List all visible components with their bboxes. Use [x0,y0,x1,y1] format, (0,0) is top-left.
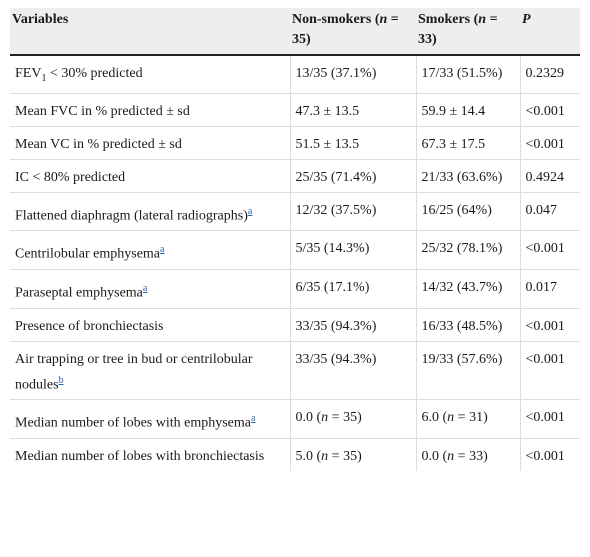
table-row: IC < 80% predicted 25/35 (71.4%) 21/33 (… [10,159,580,193]
table-row: Presence of bronchiectasis 33/35 (94.3%)… [10,308,580,342]
variable-cell: Presence of bronchiectasis [10,308,291,342]
table-row: FEV1 < 30% predicted 13/35 (37.1%) 17/33… [10,55,580,94]
smokers-value: 6.0 ( [421,410,448,426]
smokers-cell: 25/32 (78.1%) [416,230,521,271]
comparison-table: Variables Non-smokers (n = 35) Smokers (… [10,8,580,472]
p-value-cell: 0.2329 [520,55,580,94]
p-value-cell: 0.4924 [520,159,580,193]
table-header-row: Variables Non-smokers (n = 35) Smokers (… [10,8,580,56]
comparison-table-container: Variables Non-smokers (n = 35) Smokers (… [10,8,580,472]
footnote-link[interactable]: b [58,374,64,386]
variable-cell: Mean FVC in % predicted ± sd [10,93,291,127]
nonsmokers-n: n [321,410,329,426]
p-value-cell: <0.001 [520,230,580,271]
variable-cell: Mean VC in % predicted ± sd [10,126,291,160]
variable-cell: Flattened diaphragm (lateral radiographs… [10,192,291,232]
variable-label: Flattened diaphragm (lateral radiographs… [15,208,248,224]
table-row: Median number of lobes with bronchiectas… [10,438,580,472]
smokers-cell: 16/33 (48.5%) [416,308,521,342]
smokers-cell: 17/33 (51.5%) [416,55,521,94]
nonsmokers-rest: = 35) [328,410,362,426]
smokers-cell: 59.9 ± 14.4 [416,93,521,127]
variable-cell: FEV1 < 30% predicted [10,55,291,94]
smokers-cell: 0.0 (n = 33) [416,438,521,472]
nonsmokers-cell: 47.3 ± 13.5 [290,93,417,127]
nonsmokers-value: 5.0 ( [295,449,322,465]
variable-cell: Median number of lobes with bronchiectas… [10,438,291,472]
p-value-cell: <0.001 [520,399,580,440]
nonsmokers-cell: 33/35 (94.3%) [290,308,417,342]
p-value-cell: <0.001 [520,341,580,401]
footnote-link[interactable]: a [160,244,165,256]
smokers-cell: 6.0 (n = 31) [416,399,521,440]
footnote-link[interactable]: a [251,413,256,425]
nonsmokers-cell: 12/32 (37.5%) [290,192,417,232]
nonsmokers-cell: 0.0 (n = 35) [290,399,417,440]
variable-cell: Paraseptal emphysemaa [10,269,291,309]
smokers-cell: 19/33 (57.6%) [416,341,521,401]
smokers-n: n [447,449,455,465]
smokers-cell: 16/25 (64%) [416,192,521,232]
table-row: Paraseptal emphysemaa 6/35 (17.1%) 14/32… [10,269,580,309]
header-nonsmokers-n: n [379,12,388,27]
p-value-cell: <0.001 [520,126,580,160]
header-smokers-n: n [478,12,487,27]
table-row: Mean VC in % predicted ± sd 51.5 ± 13.5 … [10,126,580,160]
header-smokers-post: = 33) [418,12,498,47]
smokers-value: 0.0 ( [421,449,448,465]
p-value-cell: 0.017 [520,269,580,309]
nonsmokers-cell: 33/35 (94.3%) [290,341,417,401]
footnote-link[interactable]: a [142,283,148,295]
p-value-cell: <0.001 [525,449,565,465]
nonsmokers-cell: 13/35 (37.1%) [290,55,417,94]
nonsmokers-rest: = 35) [328,449,362,465]
smokers-cell: 67.3 ± 17.5 [416,126,521,160]
nonsmokers-cell: 51.5 ± 13.5 [290,126,417,160]
header-smokers: Smokers (n = 33) [416,8,520,56]
nonsmokers-n: n [321,449,329,465]
header-variables: Variables [10,8,290,56]
p-value-cell: 0.047 [520,192,580,232]
variable-label-rest: < 30% predicted [46,66,143,81]
nonsmokers-cell: 5/35 (14.3%) [290,230,417,271]
header-nonsmokers-pre: Non-smokers ( [292,12,380,27]
variable-label: Median number of lobes with emphysema [15,416,252,432]
nonsmokers-value: 0.0 ( [295,410,322,426]
variable-cell: Air trapping or tree in bud or centrilob… [10,341,291,401]
variable-cell: Centrilobular emphysemaa [10,230,291,271]
table-row: Median number of lobes with emphysemaa 0… [10,399,580,440]
smokers-cell: 21/33 (63.6%) [416,159,521,193]
nonsmokers-cell: 6/35 (17.1%) [290,269,417,309]
variable-label: Air trapping or tree in bud or centrilob… [15,351,253,393]
table-row: Centrilobular emphysemaa 5/35 (14.3%) 25… [10,230,580,271]
nonsmokers-cell: 25/35 (71.4%) [290,159,417,193]
smokers-n: n [447,410,455,426]
variable-cell: Median number of lobes with emphysemaa [10,399,291,440]
table-row: Mean FVC in % predicted ± sd 47.3 ± 13.5… [10,93,580,127]
footnote-link[interactable]: a [247,205,253,217]
smokers-rest: = 33) [454,449,488,465]
header-nonsmokers: Non-smokers (n = 35) [290,8,416,56]
variable-subscript: 1 [41,72,47,84]
smokers-cell: 14/32 (43.7%) [416,269,521,309]
smokers-rest: = 31) [454,410,488,426]
variable-label: Paraseptal emphysema [15,285,143,301]
table-row: Air trapping or tree in bud or centrilob… [10,341,580,401]
p-value-cell: <0.001 [520,93,580,127]
nonsmokers-cell: 5.0 (n = 35) [290,438,417,472]
variable-cell: IC < 80% predicted [10,159,291,193]
table-row: Flattened diaphragm (lateral radiographs… [10,192,580,232]
header-smokers-pre: Smokers ( [418,12,479,27]
header-p: P [520,8,580,56]
variable-label: FEV [15,66,42,81]
header-nonsmokers-post: = 35) [292,12,399,47]
p-value-cell: <0.001 [520,308,580,342]
variable-label: Centrilobular emphysema [15,247,161,263]
